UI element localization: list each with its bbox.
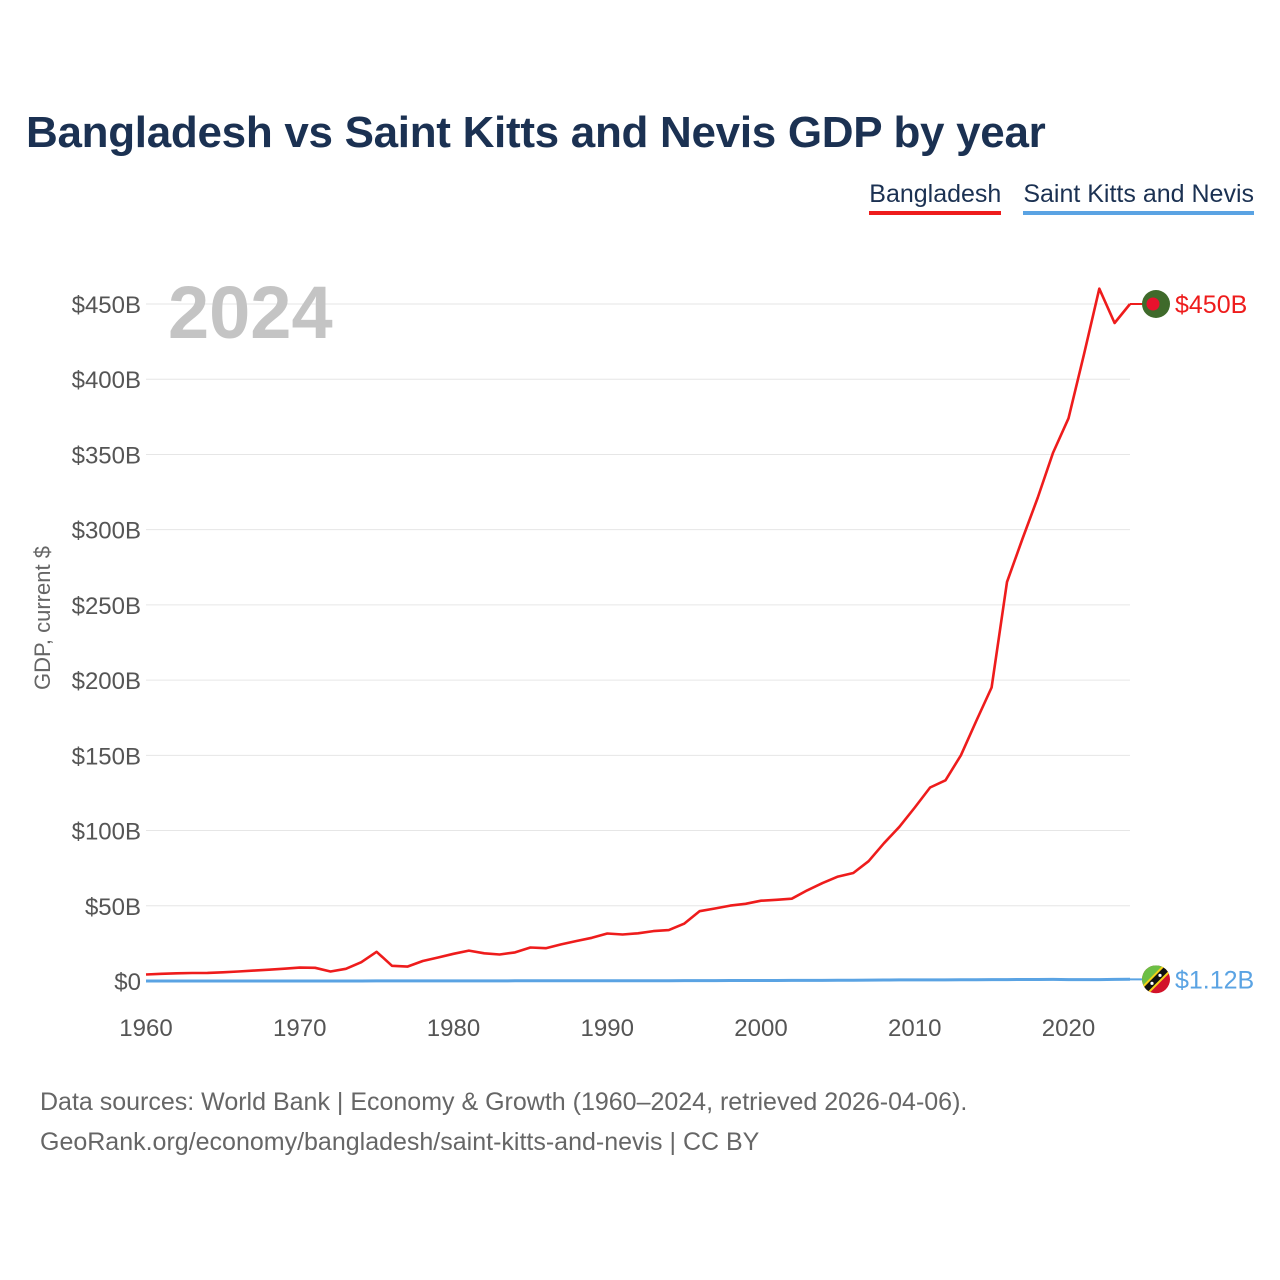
series-line-saint-kitts-and-nevis[interactable] xyxy=(146,977,1131,983)
x-ticks: 1960 1970 1980 1990 2000 2010 2020 xyxy=(119,1015,1095,1042)
series-lines xyxy=(145,287,1132,983)
legend-item-bangladesh[interactable]: Bangladesh xyxy=(869,180,1002,215)
y-tick-label: $200B xyxy=(72,668,141,695)
end-value-label: $450B xyxy=(1175,291,1247,319)
y-tick-label: $50B xyxy=(85,894,141,921)
y-tick-label: $300B xyxy=(72,518,141,545)
end-value-label: $1.12B xyxy=(1175,966,1254,994)
x-tick-label: 1960 xyxy=(119,1015,172,1042)
y-tick-label: $450B xyxy=(72,292,141,319)
gridlines xyxy=(146,303,1130,907)
x-tick-label: 2010 xyxy=(888,1015,941,1042)
y-ticks: $0 $50B $100B $150B $200B $250B $300B $350B $400… xyxy=(72,292,141,996)
legend: Bangladesh Saint Kitts and Nevis xyxy=(869,180,1254,215)
source-line: Data sources: World Bank | Economy & Gro… xyxy=(40,1088,968,1116)
year-watermark: 2024 xyxy=(168,271,333,354)
x-tick-label: 2000 xyxy=(734,1015,787,1042)
x-tick-label: 1970 xyxy=(273,1015,326,1042)
url-line[interactable]: GeoRank.org/economy/bangladesh/saint-kit… xyxy=(40,1128,760,1156)
legend-item-saint-kitts-and-nevis[interactable]: Saint Kitts and Nevis xyxy=(1023,180,1254,215)
y-tick-label: $400B xyxy=(72,367,141,394)
y-tick-label: $0 xyxy=(114,969,141,996)
footer: Data sources: World Bank | Economy & Gro… xyxy=(40,1082,967,1162)
x-tick-label: 1990 xyxy=(581,1015,634,1042)
bangladesh-flag-icon xyxy=(1142,290,1170,318)
y-axis-label: GDP, current $ xyxy=(30,546,55,690)
chart-title: Bangladesh vs Saint Kitts and Nevis GDP … xyxy=(26,108,1046,157)
saint-kitts-and-nevis-flag-icon xyxy=(1142,965,1170,994)
y-tick-label: $350B xyxy=(72,442,141,469)
end-markers: $450B $1.12B xyxy=(1130,290,1254,994)
x-tick-label: 1980 xyxy=(427,1015,480,1042)
x-tick-label: 2020 xyxy=(1042,1015,1095,1042)
y-tick-label: $150B xyxy=(72,743,141,770)
series-line-bangladesh[interactable] xyxy=(145,287,1132,976)
y-tick-label: $250B xyxy=(72,593,141,620)
y-tick-label: $100B xyxy=(72,819,141,846)
